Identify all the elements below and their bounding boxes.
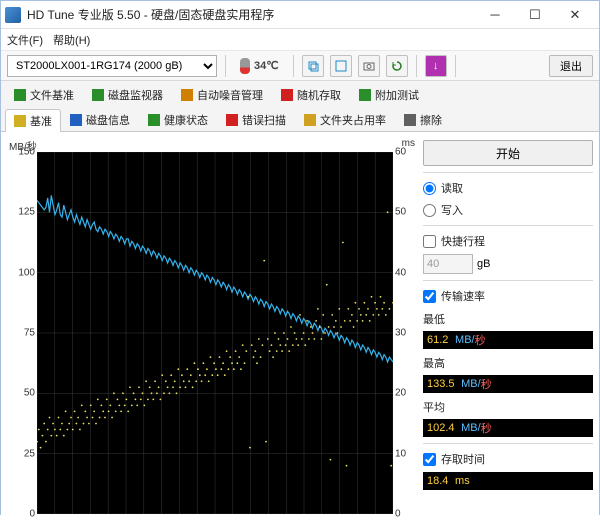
- separator: [416, 55, 417, 77]
- tab-随机存取[interactable]: 随机存取: [272, 83, 350, 106]
- separator: [225, 55, 226, 77]
- max-label: 最高: [423, 355, 593, 371]
- tab-icon: [359, 89, 371, 101]
- tab-icon: [226, 114, 238, 126]
- benchmark-chart: [37, 152, 393, 514]
- screenshot-icon[interactable]: [330, 55, 352, 77]
- max-value: 133.5 MB/秒: [423, 375, 593, 393]
- tab-自动噪音管理[interactable]: 自动噪音管理: [172, 83, 272, 106]
- tab-磁盘监视器[interactable]: 磁盘监视器: [83, 83, 172, 106]
- transfer-rate-checkbox[interactable]: 传输速率: [423, 287, 593, 305]
- access-time-checkbox[interactable]: 存取时间: [423, 450, 593, 468]
- refresh-icon[interactable]: [386, 55, 408, 77]
- read-radio[interactable]: 读取: [423, 179, 593, 197]
- tab-文件基准[interactable]: 文件基准: [5, 83, 83, 106]
- window-title: HD Tune 专业版 5.50 - 硬盘/固态硬盘实用程序: [27, 6, 475, 23]
- tab-icon: [281, 89, 293, 101]
- tab-icon: [92, 89, 104, 101]
- avg-value: 102.4 MB/秒: [423, 419, 593, 437]
- app-icon: [5, 7, 21, 23]
- tab-icon: [404, 114, 416, 126]
- short-stroke-checkbox[interactable]: 快捷行程: [423, 232, 593, 250]
- tab-icon: [148, 114, 160, 126]
- min-label: 最低: [423, 311, 593, 327]
- save-icon[interactable]: ↓: [425, 55, 447, 77]
- drive-select[interactable]: ST2000LX001-1RG174 (2000 gB): [7, 55, 217, 77]
- minimize-button[interactable]: ─: [475, 2, 515, 28]
- tab-icon: [70, 114, 82, 126]
- menu-help[interactable]: 帮助(H): [53, 32, 90, 48]
- thermometer-icon: [240, 58, 250, 74]
- maximize-button[interactable]: ☐: [515, 2, 555, 28]
- copy-icon[interactable]: [302, 55, 324, 77]
- menu-file[interactable]: 文件(F): [7, 32, 43, 48]
- tab-健康状态[interactable]: 健康状态: [139, 108, 217, 131]
- separator: [455, 55, 456, 77]
- min-value: 61.2 MB/秒: [423, 331, 593, 349]
- exit-button[interactable]: 退出: [549, 55, 593, 77]
- tab-文件夹占用率[interactable]: 文件夹占用率: [295, 108, 395, 131]
- tab-擦除[interactable]: 擦除: [395, 108, 451, 131]
- temperature: 34℃: [240, 58, 279, 74]
- tab-icon: [14, 89, 26, 101]
- avg-label: 平均: [423, 399, 593, 415]
- separator: [293, 55, 294, 77]
- write-radio[interactable]: 写入: [423, 201, 593, 219]
- camera-icon[interactable]: [358, 55, 380, 77]
- close-button[interactable]: ✕: [555, 2, 595, 28]
- tab-磁盘信息[interactable]: 磁盘信息: [61, 108, 139, 131]
- tab-icon: [14, 115, 26, 127]
- short-stroke-value: [423, 254, 473, 274]
- start-button[interactable]: 开始: [423, 140, 593, 166]
- tab-错误扫描[interactable]: 错误扫描: [217, 108, 295, 131]
- tab-icon: [181, 89, 193, 101]
- access-value: 18.4 ms: [423, 472, 593, 490]
- tab-icon: [304, 114, 316, 126]
- tab-附加测试[interactable]: 附加测试: [350, 83, 428, 106]
- tab-基准[interactable]: 基准: [5, 109, 61, 132]
